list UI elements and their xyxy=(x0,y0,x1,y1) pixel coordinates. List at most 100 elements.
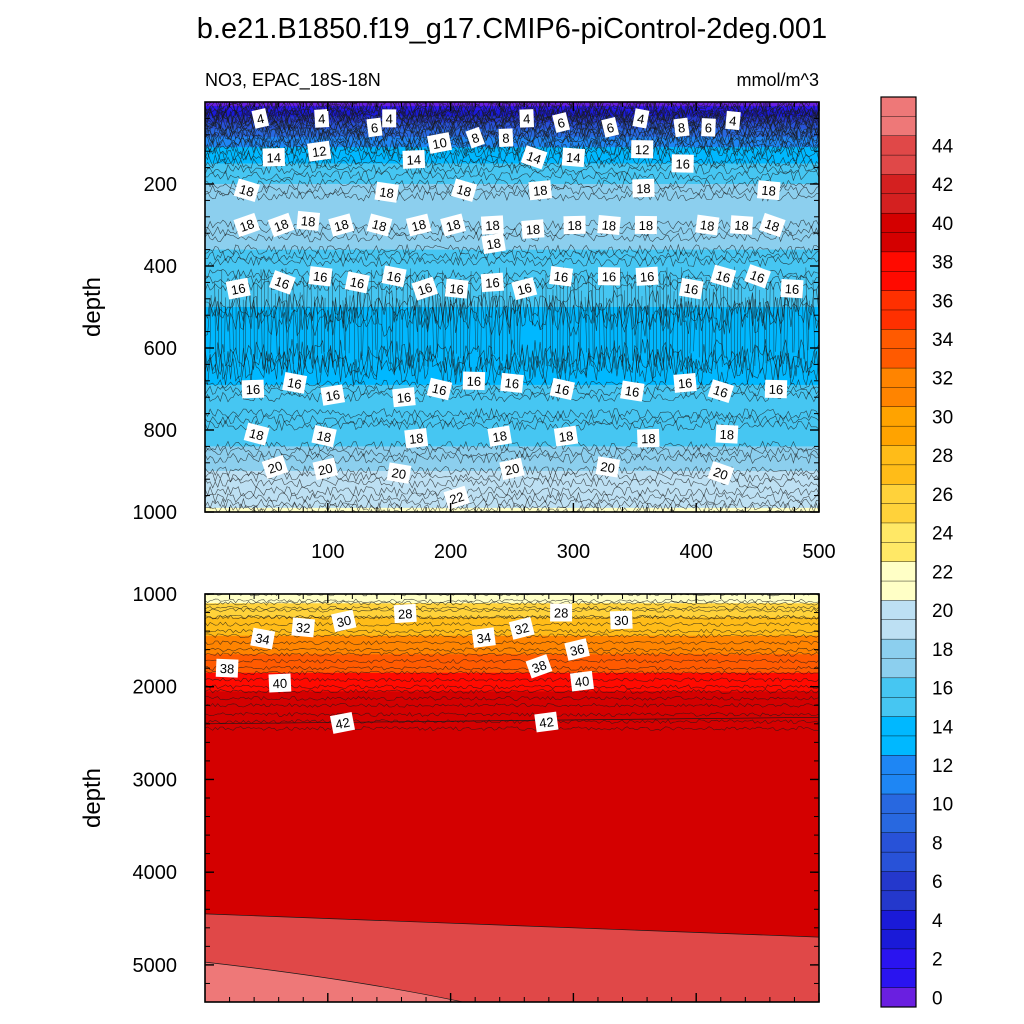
colorbar-tick-label: 0 xyxy=(932,988,943,1009)
colorbar-tick-label: 16 xyxy=(932,679,953,700)
contour-band xyxy=(205,913,819,1002)
colorbar-swatch xyxy=(880,561,917,582)
contour-line xyxy=(205,607,819,613)
contour-label: 16 xyxy=(780,278,804,299)
contour-line xyxy=(205,614,819,620)
colorbar-swatch xyxy=(880,755,917,776)
contour-label-text: 42 xyxy=(334,715,351,732)
contour-line xyxy=(444,284,447,361)
contour-line xyxy=(270,281,272,362)
contour-label: 14 xyxy=(262,148,286,167)
contour-label: 6 xyxy=(701,118,716,137)
contour-line xyxy=(205,961,463,1002)
contour-line xyxy=(669,275,671,366)
contour-label: 12 xyxy=(307,140,332,162)
contour-label-text: 20 xyxy=(599,459,616,476)
contour-band xyxy=(205,594,819,604)
contour-label: 20 xyxy=(499,457,525,481)
contour-label-text: 16 xyxy=(748,267,767,286)
contour-label: 16 xyxy=(282,372,308,394)
contour-line xyxy=(205,119,819,138)
contour-label-text: 30 xyxy=(335,612,352,630)
contour-band xyxy=(205,672,819,692)
contour-line xyxy=(620,268,623,370)
contour-line xyxy=(637,282,639,361)
contour-line xyxy=(705,276,707,365)
colorbar-swatch xyxy=(880,909,917,931)
colorbar-swatch xyxy=(880,813,917,834)
colorbar-swatch xyxy=(880,309,917,330)
y-tick-label: 1000 xyxy=(133,584,178,606)
y-tick-label: 600 xyxy=(144,338,177,360)
contour-label-text: 16 xyxy=(286,375,303,392)
contour-label-text: 8 xyxy=(677,120,686,136)
contour-line xyxy=(721,282,725,361)
contour-label: 16 xyxy=(671,154,694,173)
contour-line xyxy=(292,277,294,364)
colorbar-swatch xyxy=(880,774,917,795)
contour-line xyxy=(385,296,388,353)
contour-label-text: 12 xyxy=(311,143,327,160)
colorbar-swatch xyxy=(880,96,917,117)
contour-line xyxy=(205,658,819,664)
contour-label: 18 xyxy=(634,215,657,235)
contour-line xyxy=(260,269,263,369)
contour-label: 28 xyxy=(550,603,573,622)
contour-line xyxy=(205,712,819,717)
contour-label-text: 14 xyxy=(266,150,281,165)
contour-label-text: 18 xyxy=(378,184,395,201)
colorbar-swatch xyxy=(880,329,917,350)
contour-line xyxy=(205,144,819,162)
colorbar-swatch xyxy=(880,793,917,814)
contour-label-text: 18 xyxy=(525,222,541,238)
contour-line xyxy=(599,287,601,359)
colorbar-frame xyxy=(880,96,917,1008)
contour-label-text: 10 xyxy=(431,135,448,152)
contour-label-text: 16 xyxy=(714,268,732,286)
contour-label-text: 16 xyxy=(416,280,434,299)
contour-label: 4 xyxy=(632,108,650,129)
contour-label: 34 xyxy=(471,627,496,648)
contour-line xyxy=(374,301,377,350)
colorbar-tick-label: 28 xyxy=(932,446,953,467)
contour-band xyxy=(205,654,819,674)
colorbar-swatch xyxy=(880,503,917,524)
contour-label-text: 18 xyxy=(410,216,428,234)
contour-label: 40 xyxy=(268,673,292,693)
colorbar-tick-label: 24 xyxy=(932,524,954,545)
contour-line xyxy=(205,452,819,465)
contour-label: 18 xyxy=(729,215,754,235)
contour-line xyxy=(556,271,559,368)
colorbar-swatch xyxy=(880,484,917,505)
contour-label-text: 18 xyxy=(238,181,256,200)
contour-label-text: 38 xyxy=(530,657,549,676)
contour-label-text: 4 xyxy=(729,113,738,129)
contour-line xyxy=(342,300,345,351)
contour-line xyxy=(205,719,819,724)
contour-label-text: 18 xyxy=(601,217,617,233)
contour-label: 16 xyxy=(710,264,737,288)
contour-line xyxy=(395,275,397,365)
contour-label: 18 xyxy=(296,210,321,231)
contour-label-text: 6 xyxy=(605,120,616,136)
contour-label: 18 xyxy=(480,215,504,235)
contour-line xyxy=(298,292,301,356)
contour-label-text: 8 xyxy=(469,130,481,147)
contour-line xyxy=(205,670,819,676)
figure-title: b.e21.B1850.f19_g17.CMIP6-piControl-2deg… xyxy=(197,13,827,45)
contour-line xyxy=(333,297,337,353)
contour-line xyxy=(720,272,723,367)
upper-panel-variable-label: NO3, EPAC_18S-18N xyxy=(205,70,381,91)
contour-line xyxy=(205,178,819,190)
contour-label: 20 xyxy=(386,462,412,484)
contour-label: 18 xyxy=(267,212,295,238)
contour-label: 14 xyxy=(402,149,426,169)
contour-label: 16 xyxy=(549,266,574,287)
contour-label-text: 16 xyxy=(602,269,617,284)
contour-label: 16 xyxy=(308,266,333,287)
contour-label-text: 20 xyxy=(391,465,408,482)
contour-label: 18 xyxy=(405,213,432,237)
contour-label-text: 18 xyxy=(699,217,715,234)
contour-line xyxy=(665,267,668,371)
y-tick-label: 2000 xyxy=(133,677,178,699)
